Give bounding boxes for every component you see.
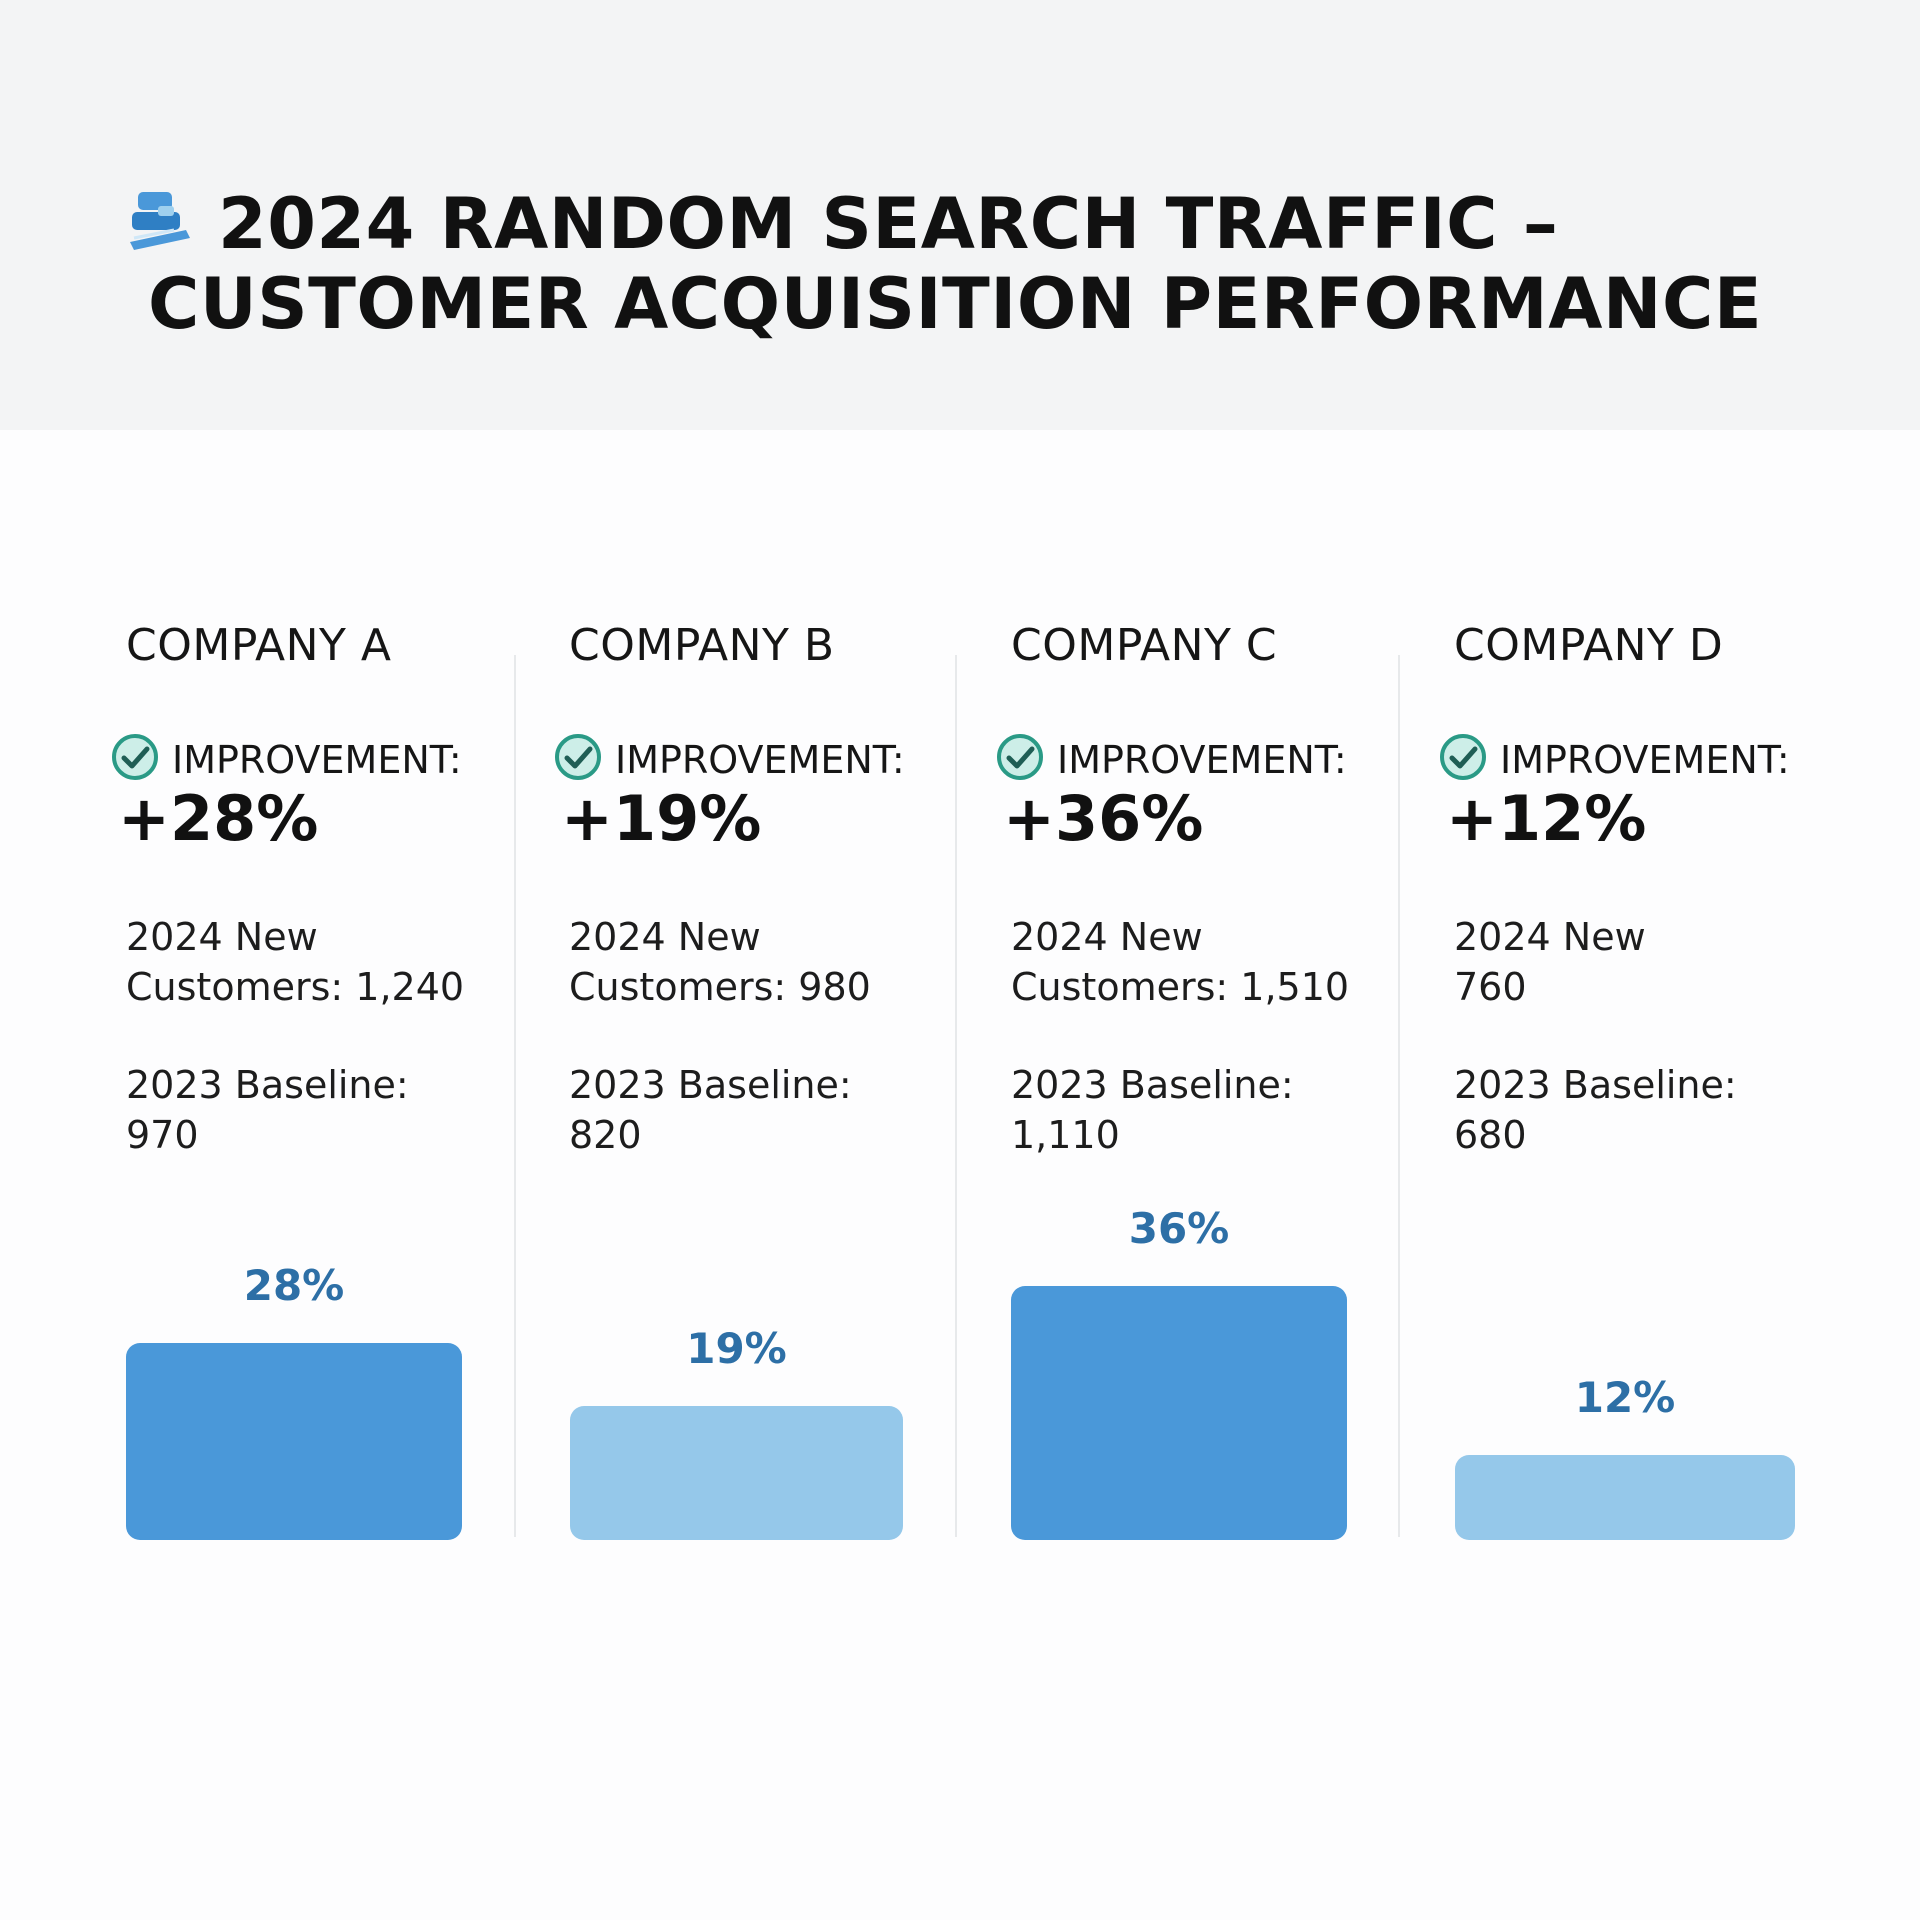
company-column: COMPANY A IMPROVEMENT: +28% 2024 New Custom… (112, 620, 546, 1550)
baseline-text: 2023 Baseline: 680 (1454, 1063, 1737, 1157)
improvement-label: IMPROVEMENT: (1500, 738, 1790, 782)
baseline-text: 2023 Baseline: 1,110 (1011, 1063, 1294, 1157)
title-line-2: CUSTOMER ACQUISITION PERFORMANCE (148, 263, 1763, 345)
search-traffic-icon (130, 192, 190, 250)
title-line-1: 2024 RANDOM SEARCH TRAFFIC – (218, 183, 1559, 265)
company-column: COMPANY C IMPROVEMENT: +36% 2024 New Custom… (997, 620, 1431, 1550)
bar-value-label: 36% (1128, 1204, 1230, 1253)
baseline-text: 2023 Baseline: 970 (126, 1063, 409, 1157)
new-customers-text: 2024 New Customers: 1,240 (126, 915, 465, 1009)
company-name: COMPANY B (569, 620, 835, 671)
bar-value-label: 19% (686, 1324, 787, 1373)
check-circle-icon (555, 734, 601, 780)
new-customers-text: 2024 New Customers: 1,510 (1011, 915, 1350, 1009)
chart-panel (0, 430, 1920, 1920)
company-name: COMPANY C (1011, 620, 1278, 671)
bar-company-b (570, 1406, 903, 1540)
new-customers-text: 2024 New 760 (1454, 915, 1646, 1009)
column-divider (955, 655, 957, 1537)
header-band: 2024 RANDOM SEARCH TRAFFIC – CUSTOMER AC… (0, 0, 1920, 430)
bar-company-c (1011, 1286, 1347, 1540)
bar-company-a (126, 1343, 462, 1540)
check-circle-icon (1440, 734, 1486, 780)
improvement-label: IMPROVEMENT: (172, 738, 462, 782)
new-customers-text: 2024 New Customers: 980 (569, 915, 871, 1009)
company-column: COMPANY D IMPROVEMENT: +12% 2024 New 760 202… (1440, 620, 1874, 1550)
check-circle-icon (112, 734, 158, 780)
improvement-label: IMPROVEMENT: (615, 738, 905, 782)
chart-title: 2024 RANDOM SEARCH TRAFFIC – CUSTOMER AC… (148, 184, 1848, 344)
improvement-value: +19% (561, 782, 762, 855)
improvement-value: +12% (1446, 782, 1647, 855)
column-divider (1398, 655, 1400, 1537)
improvement-value: +28% (118, 782, 319, 855)
check-circle-icon (997, 734, 1043, 780)
column-divider (514, 655, 516, 1537)
improvement-label: IMPROVEMENT: (1057, 738, 1347, 782)
improvement-value: +36% (1003, 782, 1204, 855)
company-column: COMPANY B IMPROVEMENT: +19% 2024 New Custom… (555, 620, 989, 1550)
bar-company-d (1455, 1455, 1795, 1540)
company-name: COMPANY A (126, 620, 392, 671)
company-name: COMPANY D (1454, 620, 1724, 671)
bar-value-label: 28% (243, 1261, 345, 1310)
bar-value-label: 12% (1574, 1373, 1676, 1422)
baseline-text: 2023 Baseline: 820 (569, 1063, 852, 1157)
